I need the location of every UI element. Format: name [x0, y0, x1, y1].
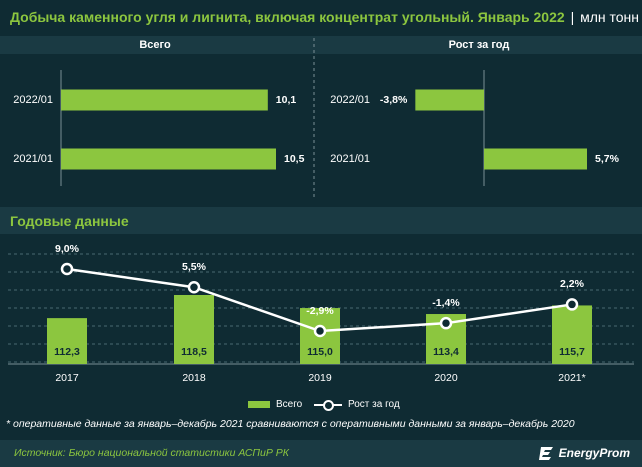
- footnote: * оперативные данные за январь–декабрь 2…: [6, 418, 575, 430]
- total-bar: [61, 148, 276, 170]
- title-text: Добыча каменного угля и лигнита, включая…: [10, 9, 565, 25]
- title-unit: млн тонн: [580, 9, 640, 25]
- annual-category-label: 2021*: [558, 372, 585, 384]
- growth-point: [439, 316, 453, 330]
- growth-point-label: 2,2%: [560, 278, 585, 290]
- growth-point-label: -1,4%: [432, 297, 460, 309]
- title-separator: |: [570, 9, 575, 25]
- total-value-label: 10,1: [276, 94, 297, 106]
- growth-bar: [415, 89, 484, 111]
- total-value-label: 10,5: [284, 153, 305, 165]
- annual-category-label: 2019: [308, 372, 332, 384]
- growth-bar: [484, 148, 587, 170]
- panel-title-growth: Рост за год: [448, 39, 510, 51]
- annual-bar-value-label: 118,5: [181, 346, 207, 358]
- growth-point-label: 5,5%: [182, 261, 207, 273]
- annual-bar: [47, 318, 87, 364]
- panel-title-total: Всего: [139, 39, 171, 51]
- growth-point: [187, 280, 201, 294]
- growth-category-label: 2022/01: [330, 94, 370, 106]
- growth-value-label: 5,7%: [595, 153, 620, 165]
- source-note: Источник: Бюро национальной статистики А…: [14, 447, 289, 459]
- legend-bar-swatch: [248, 401, 270, 408]
- annual-bar: [174, 295, 214, 364]
- growth-category-label: 2021/01: [330, 153, 370, 165]
- growth-point: [60, 262, 74, 276]
- total-category-label: 2022/01: [13, 94, 53, 106]
- chart-title: Добыча каменного угля и лигнита, включая…: [10, 9, 639, 25]
- energyprom-logo: EnergyProm: [538, 444, 630, 462]
- energyprom-logo-icon: [538, 447, 553, 460]
- total-category-label: 2021/01: [13, 153, 53, 165]
- legend-item-line: Рост за год: [314, 399, 400, 411]
- legend-bar-label: Всего: [276, 399, 303, 410]
- annual-bar-value-label: 113,4: [433, 346, 459, 358]
- legend-line-swatch: [314, 399, 342, 411]
- section-title-annual: Годовые данные: [10, 213, 129, 229]
- growth-point-label: 9,0%: [55, 243, 80, 255]
- annual-bar-value-label: 112,3: [54, 346, 80, 358]
- section-band: [0, 207, 642, 234]
- annual-bar: [552, 305, 592, 364]
- legend-line-label: Рост за год: [348, 399, 400, 410]
- panel-header-band: [0, 36, 642, 54]
- annual-category-label: 2018: [182, 372, 206, 384]
- growth-point: [313, 324, 327, 338]
- legend: Всего Рост за год: [0, 396, 642, 416]
- annual-bar-value-label: 115,0: [307, 346, 333, 358]
- legend-line-marker: [323, 399, 334, 411]
- growth-value-label: -3,8%: [380, 94, 408, 106]
- footer-band: [0, 440, 642, 467]
- annual-category-label: 2017: [55, 372, 79, 384]
- growth-point: [565, 298, 579, 311]
- annual-bar-value-label: 115,7: [559, 346, 585, 358]
- annual-category-label: 2020: [434, 372, 458, 384]
- total-bar: [61, 89, 268, 111]
- logo-text: EnergyProm: [558, 446, 630, 460]
- legend-item-bars: Всего: [248, 399, 302, 410]
- growth-point-label: -2,9%: [306, 305, 334, 317]
